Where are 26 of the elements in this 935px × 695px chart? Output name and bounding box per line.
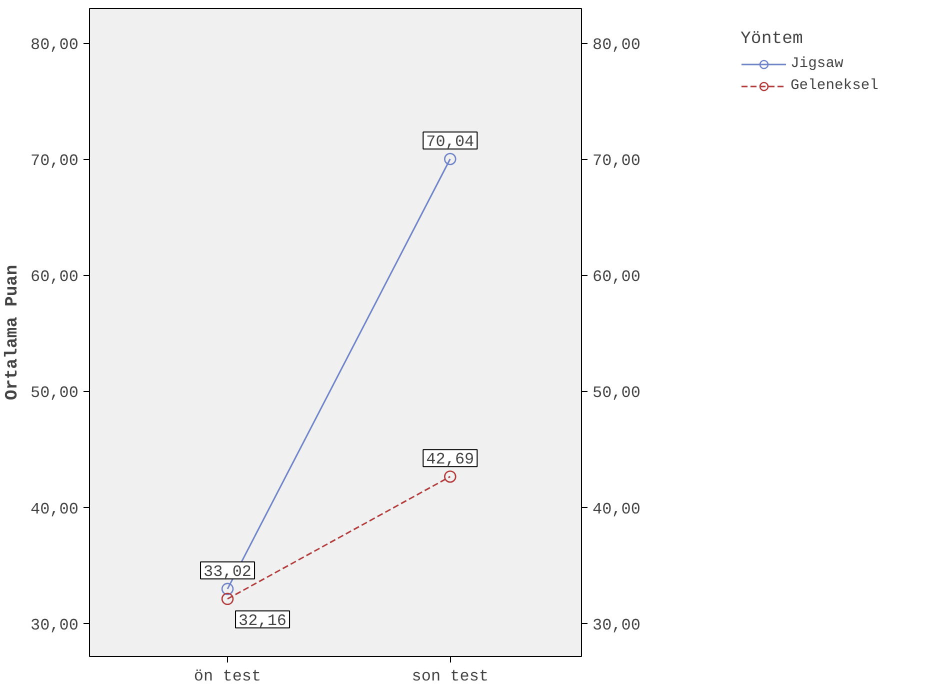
x-tick-label: son test (412, 668, 489, 686)
legend-label: Jigsaw (790, 56, 844, 72)
data-label: 70,04 (426, 133, 474, 152)
y-axis-title: Ortalama Puan (3, 264, 22, 400)
point (444, 152, 456, 166)
x-tick-label: ön test (194, 668, 262, 686)
y-tick-label: 40,00 (30, 500, 79, 518)
y2-tick-label: 40,00 (592, 500, 641, 518)
legend-label: Geleneksel (790, 78, 878, 94)
point (444, 470, 456, 483)
y2-tick-label: 60,00 (592, 268, 641, 286)
y-tick-label: 50,00 (30, 384, 79, 402)
y-tick-label: 80,00 (30, 36, 79, 54)
y2-tick-label: 70,00 (592, 152, 641, 170)
data-label: 42,69 (426, 450, 474, 469)
y2-tick-label: 30,00 (592, 616, 641, 634)
point (221, 592, 234, 606)
y-tick-label: 70,00 (30, 152, 79, 170)
data-label: 33,02 (204, 562, 252, 581)
y-tick-label: 60,00 (30, 268, 79, 286)
y-tick-label: 30,00 (30, 616, 79, 634)
legend-title: Yöntem (740, 30, 804, 49)
data-label: 32,16 (238, 612, 287, 630)
point (221, 582, 234, 596)
y2-tick-label: 50,00 (592, 384, 641, 402)
y2-tick-label: 80,00 (592, 36, 641, 54)
